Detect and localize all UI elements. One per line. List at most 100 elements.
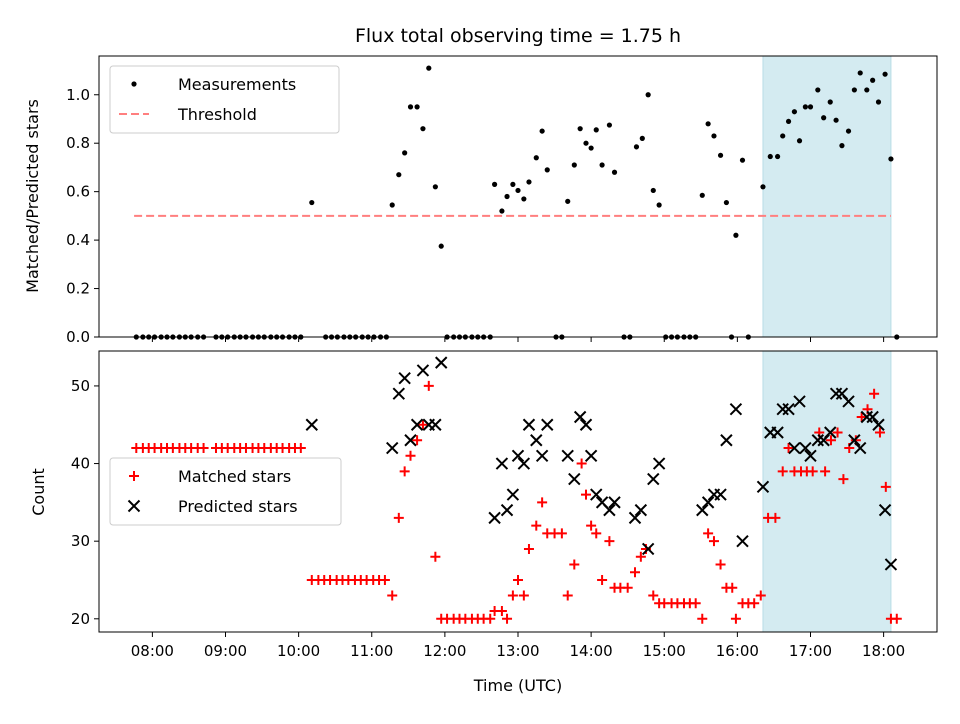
matched-point — [825, 435, 836, 446]
matched-point — [703, 528, 714, 539]
matched-point — [591, 528, 602, 539]
predicted-point — [776, 403, 789, 416]
predicted-point — [860, 410, 874, 424]
matched-point — [485, 613, 496, 624]
predicted-point — [634, 503, 648, 517]
predicted-point — [522, 418, 536, 431]
measurement-point — [606, 122, 613, 128]
matched-point — [708, 536, 719, 547]
predicted-point — [305, 418, 318, 431]
matched-point — [749, 598, 760, 609]
matched-point — [783, 443, 794, 454]
predicted-point — [517, 457, 531, 470]
measurement-point — [717, 152, 724, 158]
measurement-point — [851, 87, 857, 93]
measurement-point — [438, 243, 444, 249]
measurement-point — [760, 184, 766, 190]
matched-point — [891, 613, 902, 624]
legend-frame — [109, 457, 342, 526]
predicted-point — [652, 457, 666, 470]
predicted-point — [530, 434, 543, 447]
matched-point — [755, 590, 766, 601]
y-tick-label: 0.4 — [66, 231, 90, 249]
measurement-point — [796, 138, 803, 144]
predicted-point — [584, 449, 598, 463]
measurement-point — [389, 202, 395, 208]
y-tick-label: 30 — [71, 532, 90, 550]
x-tick-label: 08:00 — [131, 642, 174, 660]
x-tick-label: 16:00 — [716, 642, 759, 660]
measurement-point — [857, 70, 863, 76]
predicted-point — [842, 395, 855, 408]
predicted-point — [579, 418, 593, 431]
x-tick-label: 14:00 — [570, 642, 613, 660]
matched-point — [697, 613, 708, 624]
matched-point — [387, 590, 398, 601]
measurement-point — [882, 71, 888, 77]
predicted-point — [511, 449, 525, 463]
measurement-point — [492, 181, 498, 187]
measurement-point — [864, 87, 870, 93]
measurement-point — [611, 169, 618, 175]
measurement-point — [733, 232, 739, 238]
matched-point — [690, 598, 701, 609]
measurement-point — [774, 153, 781, 160]
predicted-point — [386, 441, 399, 455]
matched-point — [399, 466, 410, 477]
legend-label: Matched stars — [178, 467, 291, 486]
predicted-point — [429, 418, 442, 431]
predicted-point — [435, 356, 448, 369]
matched-point — [379, 574, 390, 585]
measurement-point — [821, 115, 827, 121]
predicted-point — [608, 496, 621, 509]
matched-point — [777, 466, 788, 477]
x-tick-label: 10:00 — [277, 642, 320, 660]
matched-point — [874, 427, 885, 438]
measurement-point — [767, 153, 773, 160]
measurement-point — [426, 65, 432, 71]
matched-point — [715, 559, 726, 570]
matched-point — [556, 528, 567, 539]
y-tick-label: 20 — [71, 610, 90, 628]
y-tick-label: 0.8 — [66, 134, 90, 152]
matched-point — [832, 427, 843, 438]
predicted-point — [811, 434, 825, 447]
measurement-point — [571, 162, 577, 168]
measurement-point — [593, 127, 599, 133]
measurement-point — [791, 109, 798, 115]
predicted-point — [392, 387, 406, 400]
matched-point — [838, 474, 849, 485]
measurement-point — [539, 128, 545, 134]
legend-frame — [109, 65, 340, 134]
predicted-point — [720, 434, 733, 447]
matched-point — [523, 543, 534, 554]
predicted-point — [561, 449, 574, 463]
predicted-point — [782, 403, 795, 416]
measurement-point — [888, 156, 894, 162]
series-matched-stars — [131, 380, 902, 624]
predicted-point — [736, 534, 749, 548]
predicted-point — [696, 503, 709, 517]
matched-point — [622, 582, 633, 593]
measurement-point — [407, 104, 414, 110]
predicted-point — [729, 403, 743, 416]
measurement-point — [633, 144, 640, 150]
measurement-point — [420, 126, 426, 132]
predicted-point — [788, 441, 801, 455]
predicted-point — [799, 441, 812, 455]
measurement-point — [699, 192, 705, 198]
measurement-point — [705, 121, 711, 127]
measurement-point — [396, 172, 402, 178]
panel-count: 20 30 40 50 08:00 09:00 10:00 11:00 12:00 13:00 14… — [71, 350, 938, 660]
predicted-point — [714, 488, 727, 501]
matched-point — [496, 606, 507, 617]
predicted-point — [500, 503, 514, 517]
matched-point — [880, 481, 891, 492]
y-tick-label: 50 — [71, 377, 90, 395]
predicted-point — [590, 488, 603, 501]
measurement-point — [723, 199, 730, 206]
legend-marker — [131, 81, 137, 87]
predicted-point — [854, 441, 867, 455]
predicted-point — [824, 426, 837, 439]
